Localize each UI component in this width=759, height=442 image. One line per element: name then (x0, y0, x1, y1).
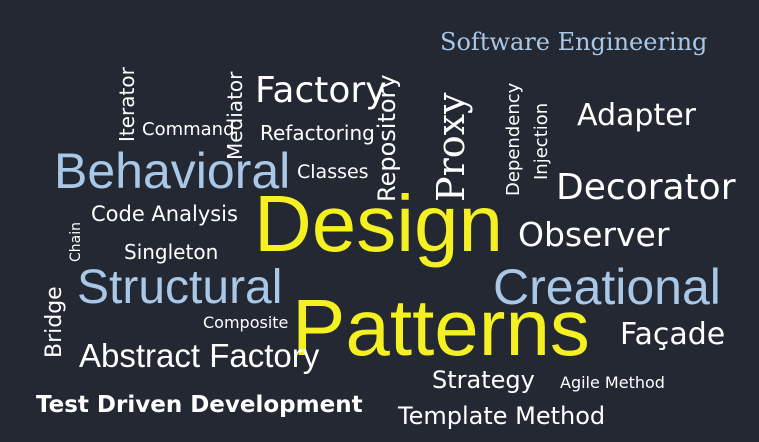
word-iterator: Iterator (115, 67, 139, 142)
word-design: Design (254, 179, 504, 268)
word-template-method: Template Method (398, 402, 606, 430)
word-classes: Classes (297, 161, 369, 183)
word-software-engineering: Software Engineering (440, 28, 708, 56)
word-code-analysis: Code Analysis (91, 202, 238, 226)
word-facade: Façade (620, 317, 726, 352)
word-strategy: Strategy (432, 366, 535, 394)
word-patterns: Patterns (292, 283, 590, 372)
word-creational: Creational (493, 259, 721, 315)
word-agile-method: Agile Method (560, 373, 665, 392)
word-chain: Chain (68, 222, 84, 262)
word-command: Command (142, 119, 235, 140)
word-behavioral: Behavioral (54, 143, 291, 199)
word-injection: Injection (531, 102, 552, 180)
word-bridge: Bridge (42, 286, 67, 358)
word-test-driven-development: Test Driven Development (36, 392, 363, 418)
word-observer: Observer (518, 215, 670, 254)
word-composite: Composite (203, 313, 289, 332)
word-refactoring: Refactoring (260, 121, 375, 145)
word-factory: Factory (255, 70, 387, 111)
word-adapter: Adapter (577, 98, 697, 133)
word-decorator: Decorator (556, 167, 736, 208)
word-abstract-factory: Abstract Factory (79, 337, 320, 374)
word-structural: Structural (77, 261, 283, 314)
word-dependency: Dependency (503, 82, 524, 196)
word-singleton: Singleton (124, 240, 219, 264)
